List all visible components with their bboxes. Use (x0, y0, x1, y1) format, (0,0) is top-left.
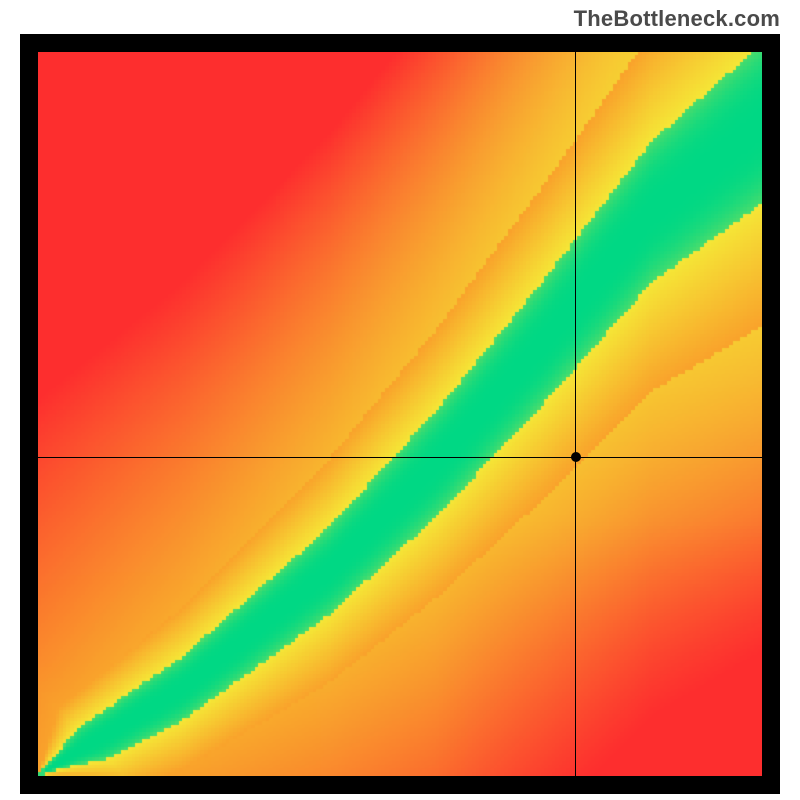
plot-area (38, 52, 762, 776)
watermark-text: TheBottleneck.com (574, 6, 780, 32)
heatmap-canvas (38, 52, 762, 776)
chart-frame (20, 34, 780, 794)
